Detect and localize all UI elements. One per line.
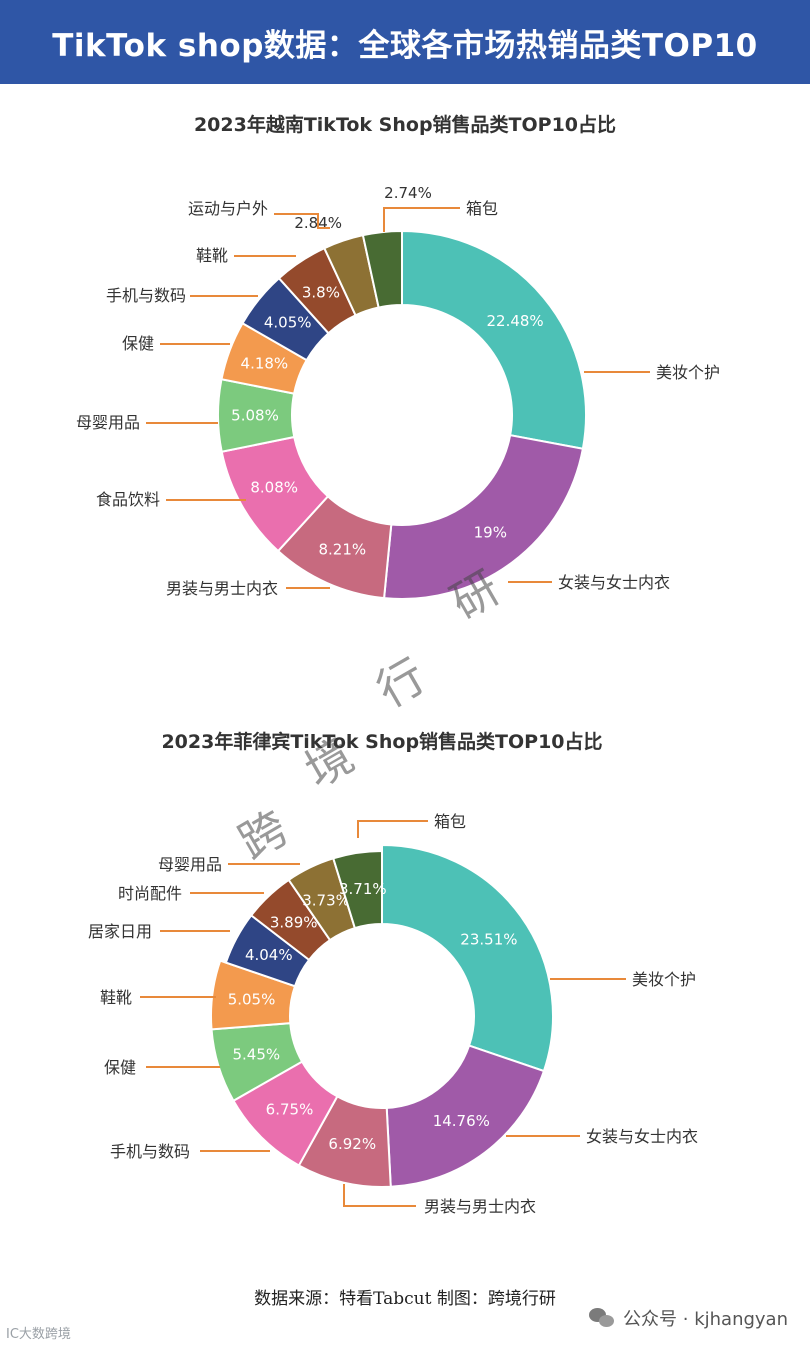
- charts-canvas: 2023年越南TikTok Shop销售品类TOP10占比 22.48% 美妆个护…: [76, 113, 720, 1216]
- category-label: 女装与女士内衣: [586, 1127, 698, 1146]
- category-label: 男装与男士内衣: [424, 1197, 536, 1216]
- slice-percent-label: 5.05%: [228, 991, 276, 1009]
- slice-percent-label: 8.21%: [318, 540, 366, 558]
- category-label: 母婴用品: [76, 413, 140, 432]
- category-label: 箱包: [466, 199, 498, 218]
- slice-percent-label: 5.45%: [232, 1046, 280, 1064]
- donut-slice: [382, 434, 585, 600]
- leader-line: [343, 1184, 416, 1207]
- category-label: 居家日用: [88, 922, 152, 941]
- category-label: 箱包: [434, 812, 466, 831]
- slice-percent-label: 19%: [474, 524, 507, 542]
- category-label: 鞋靴: [196, 246, 228, 265]
- donut-slice: [381, 843, 554, 1073]
- slice-percent-label: 22.48%: [486, 312, 543, 330]
- donut-slice: [361, 229, 403, 309]
- slice-percent-label: 4.18%: [241, 354, 289, 372]
- donut-slice: [401, 229, 587, 450]
- donut-slice: [210, 959, 297, 1031]
- category-label: 保健: [104, 1058, 136, 1077]
- slice-percent-label: 8.08%: [250, 479, 298, 497]
- credit-right: 公众号 · kjhangyan: [589, 1305, 788, 1331]
- page-title: TikTok shop数据：全球各市场热销品类TOP10: [52, 27, 758, 64]
- vietnam-chart-title: 2023年越南TikTok Shop销售品类TOP10占比: [194, 113, 616, 136]
- category-label: 手机与数码: [110, 1142, 190, 1161]
- category-label: 女装与女士内衣: [558, 573, 670, 592]
- vietnam-donut-chart: 2023年越南TikTok Shop销售品类TOP10占比 22.48% 美妆个护…: [76, 113, 720, 600]
- category-label: 时尚配件: [118, 884, 182, 903]
- slice-percent-label: 6.75%: [266, 1100, 314, 1118]
- category-label: 保健: [122, 334, 154, 353]
- slice-percent-label: 3.89%: [270, 914, 318, 932]
- category-label: 运动与户外: [188, 199, 268, 218]
- leader-line: [357, 820, 428, 838]
- donut-slice: [385, 1044, 546, 1188]
- slice-percent-label: 6.92%: [328, 1135, 376, 1153]
- slice-percent-label: 3.73%: [302, 891, 350, 909]
- slice-percent-label: 3.8%: [302, 283, 340, 301]
- philippines-chart-title: 2023年菲律宾TikTok Shop销售品类TOP10占比: [161, 730, 602, 753]
- slice-percent-label: 23.51%: [460, 930, 517, 948]
- credit-account: 公众号 · kjhangyan: [623, 1309, 788, 1330]
- category-label: 美妆个护: [656, 363, 720, 382]
- slice-percent-label: 5.08%: [231, 406, 279, 424]
- slice-percent-label: 2.74%: [384, 184, 432, 202]
- donut-slice: [332, 849, 383, 930]
- wechat-icon: [589, 1308, 615, 1328]
- header-banner: TikTok shop数据：全球各市场热销品类TOP10: [0, 0, 810, 84]
- philippines-donut-chart: 2023年菲律宾TikTok Shop销售品类TOP10占比 23.51% 美妆个…: [88, 730, 698, 1216]
- category-label: 食品饮料: [96, 490, 160, 509]
- category-label: 母婴用品: [158, 855, 222, 874]
- category-label: 手机与数码: [106, 286, 186, 305]
- slice-percent-label: 4.05%: [264, 314, 312, 332]
- category-label: 美妆个护: [632, 970, 696, 989]
- credit-left: IC大数跨境: [6, 1327, 71, 1342]
- category-label: 男装与男士内衣: [166, 579, 278, 598]
- slice-percent-label: 14.76%: [433, 1112, 490, 1130]
- source-note: 数据来源：特看Tabcut 制图：跨境行研: [254, 1289, 556, 1309]
- category-label: 鞋靴: [100, 988, 132, 1007]
- leader-line: [383, 207, 460, 232]
- slice-percent-label: 4.04%: [245, 946, 293, 964]
- leader-line: [274, 213, 330, 229]
- slice-percent-label: 3.71%: [339, 880, 387, 898]
